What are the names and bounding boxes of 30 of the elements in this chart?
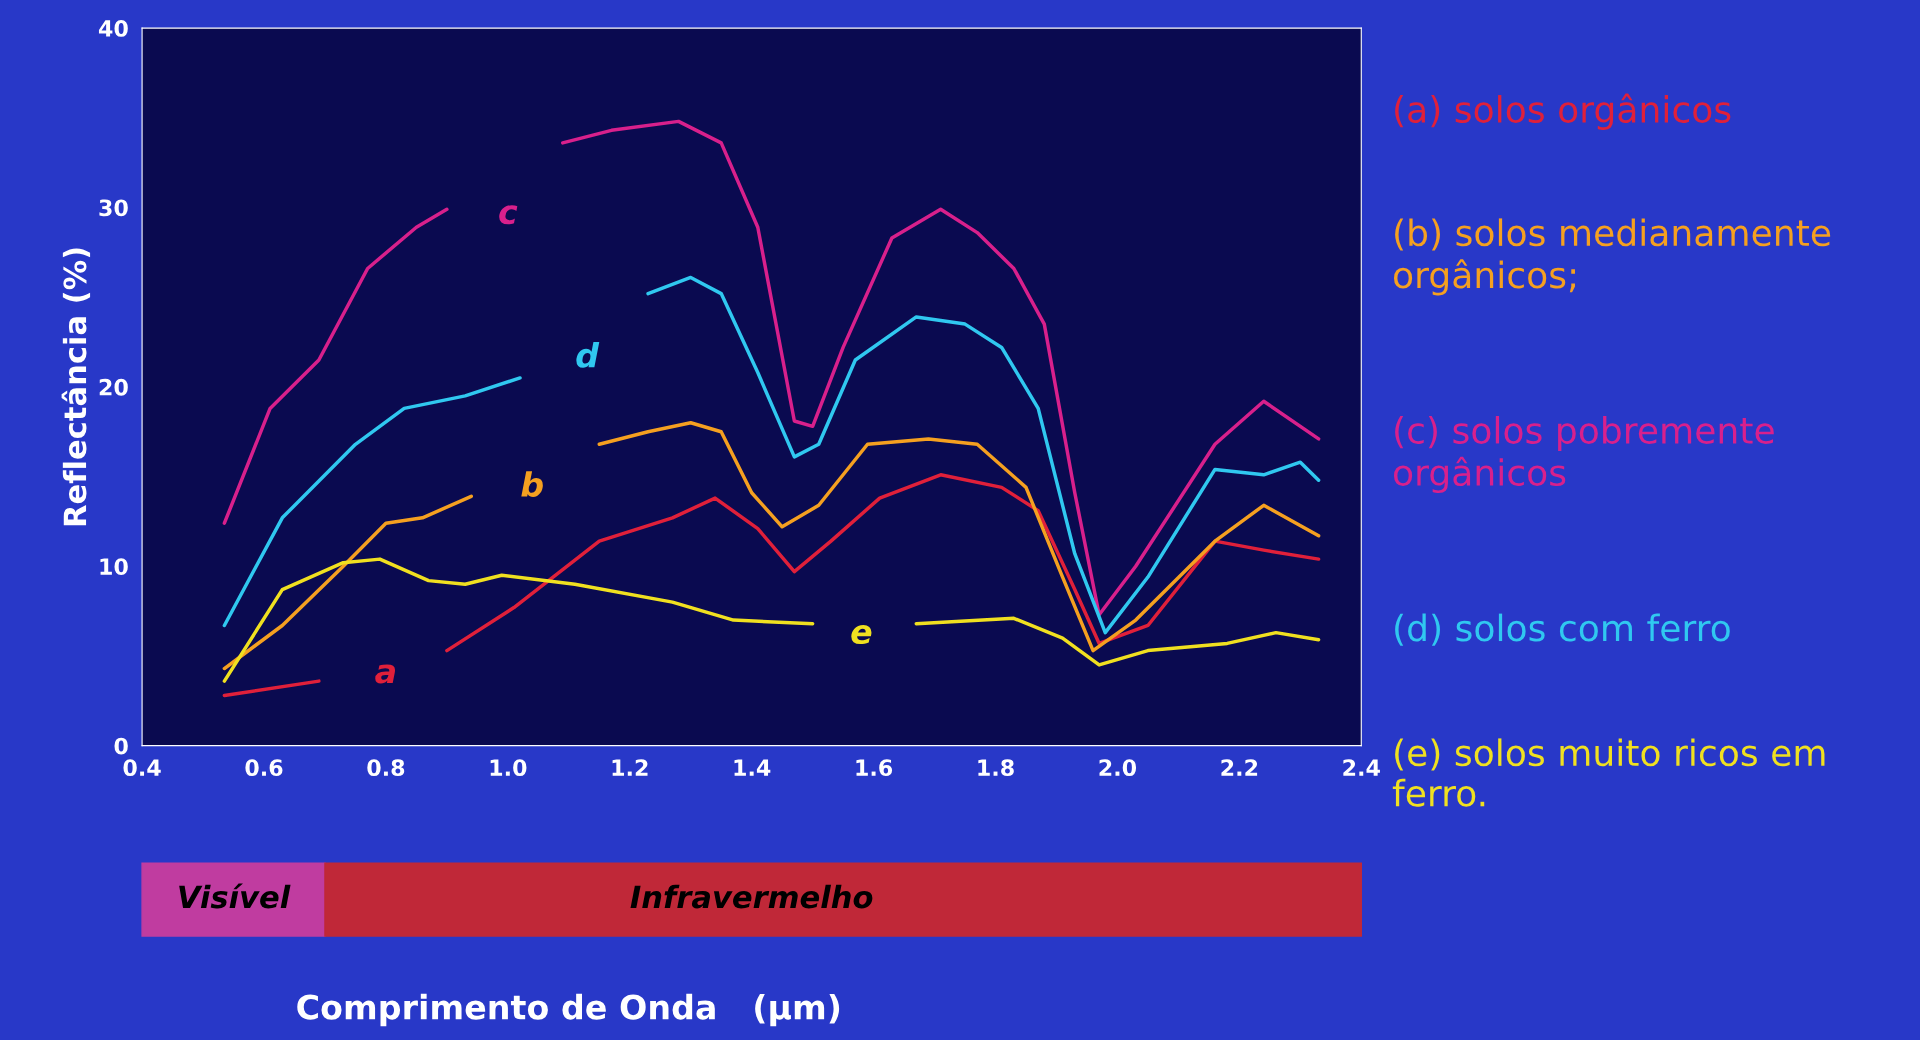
x-tick-label: 0.8 (367, 759, 405, 777)
x-tick-label: 2.4 (1343, 759, 1380, 776)
annotation: d (576, 342, 600, 368)
x-tick-label: 1.8 (978, 759, 1014, 777)
x-tick-label: 1.4 (734, 759, 771, 776)
x-tick-label: 2.2 (1221, 759, 1258, 776)
annotation: b (521, 471, 543, 498)
x-tick-label: 1.6 (856, 759, 893, 777)
annotation: a (375, 664, 396, 684)
text: Infravermelho (630, 884, 873, 909)
text: (a) solos orgânicos (1395, 93, 1731, 130)
x-tick-label: 1.0 (490, 759, 527, 777)
y-tick-label: 10 (100, 558, 128, 576)
y-tick-label: 0 (114, 737, 128, 755)
text: (e) solos muito ricos em ferro. (1392, 738, 1825, 807)
text: (d) solos com ferro (1395, 613, 1730, 646)
text: Comprimento de Onda (µm) (297, 993, 840, 1027)
x-tick-label: 2.0 (1099, 759, 1137, 777)
text: Visível (179, 883, 291, 909)
x-tick-label: 1.2 (612, 759, 648, 776)
annotation: c (499, 205, 518, 225)
y-axis-title: Reflectância (%) (61, 248, 91, 526)
y-tick-label: 20 (99, 378, 128, 396)
annotation: e (851, 624, 872, 645)
x-tick-label: 0.6 (245, 759, 283, 777)
y-tick-label: 30 (99, 199, 128, 217)
x-tick-label: 0.4 (123, 759, 161, 777)
text: (c) solos pobremente orgânicos (1393, 416, 1774, 494)
y-tick-label: 40 (98, 20, 128, 37)
text: (b) solos medianamente orgânicos; (1393, 218, 1831, 296)
